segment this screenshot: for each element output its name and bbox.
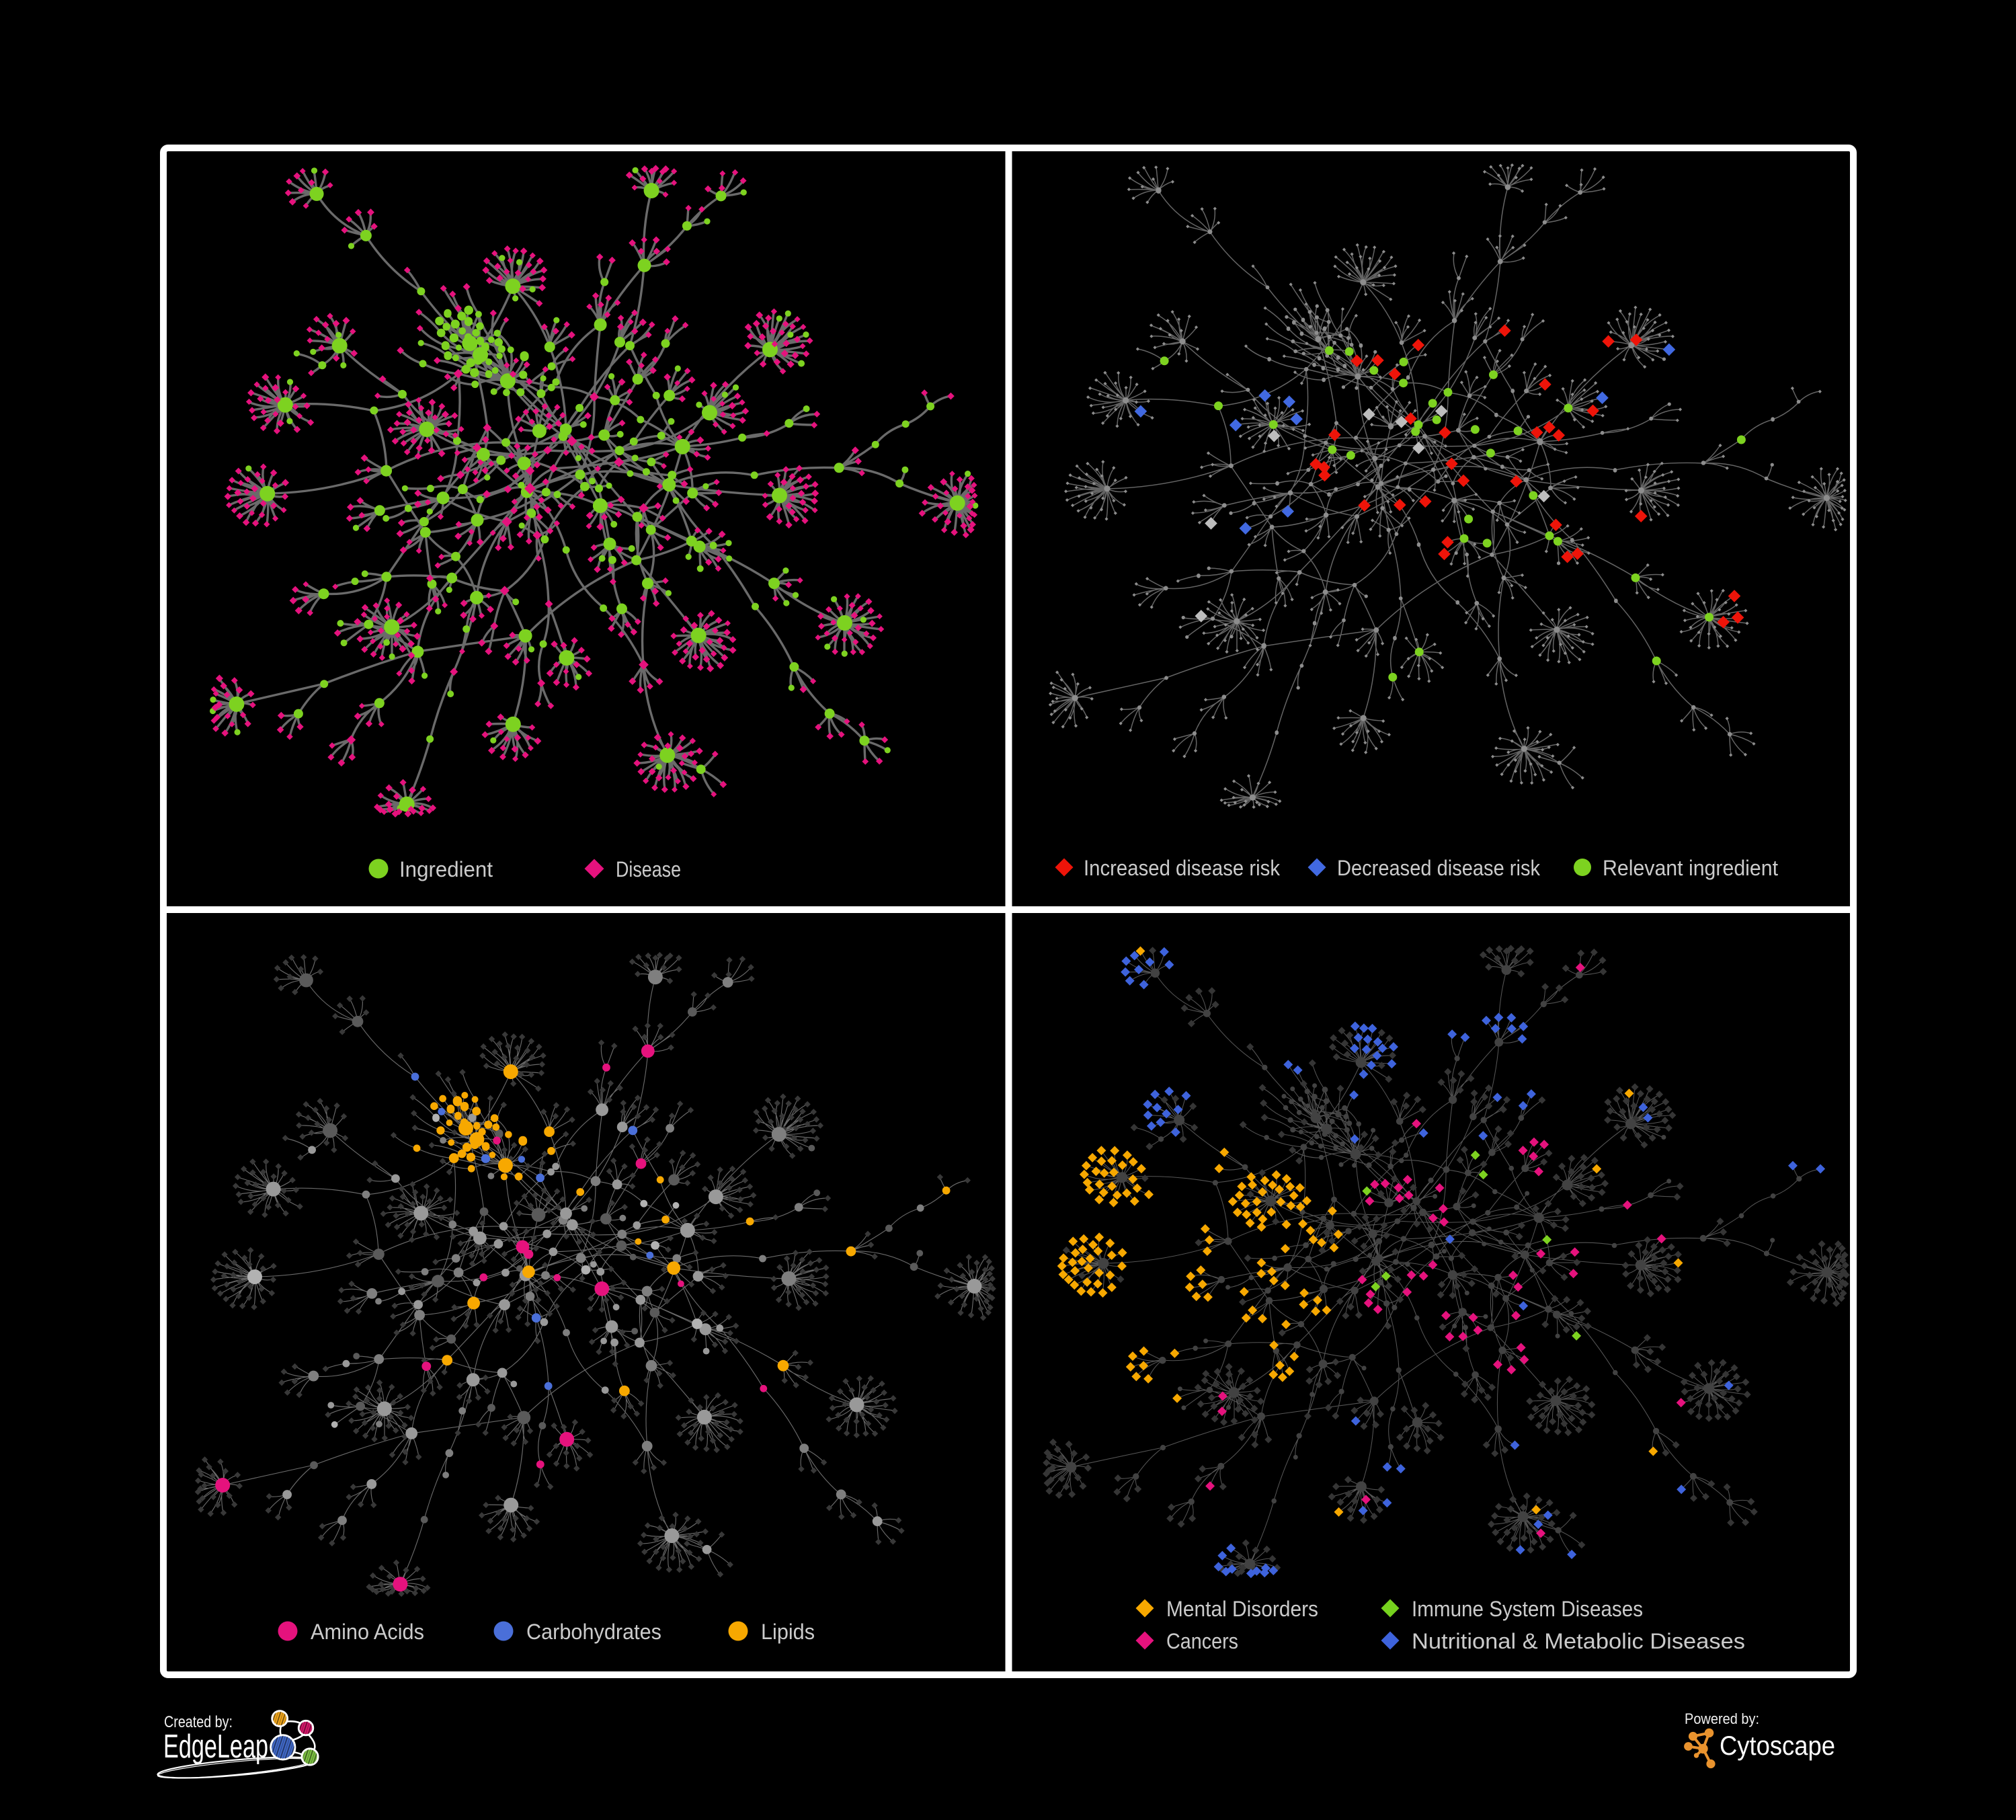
svg-text:EdgeLeap: EdgeLeap [163,1729,268,1765]
svg-text:Mental Disorders: Mental Disorders [1166,1597,1318,1621]
svg-text:Decreased disease risk: Decreased disease risk [1337,856,1541,880]
svg-text:Lipids: Lipids [761,1620,815,1644]
svg-text:Created by:: Created by: [164,1713,233,1731]
svg-text:Relevant ingredient: Relevant ingredient [1603,856,1778,880]
svg-text:Cytoscape: Cytoscape [1720,1731,1835,1761]
svg-text:Ingredient: Ingredient [399,857,493,881]
svg-text:Increased disease risk: Increased disease risk [1084,856,1281,880]
svg-text:Nutritional & Metabolic Diseas: Nutritional & Metabolic Diseases [1412,1629,1745,1653]
svg-text:Cancers: Cancers [1166,1629,1238,1653]
svg-text:Carbohydrates: Carbohydrates [526,1620,661,1644]
svg-text:Amino Acids: Amino Acids [311,1620,424,1644]
svg-text:Powered by:: Powered by: [1685,1710,1759,1727]
svg-text:Immune System Diseases: Immune System Diseases [1412,1597,1643,1621]
svg-text:Disease: Disease [616,857,681,881]
